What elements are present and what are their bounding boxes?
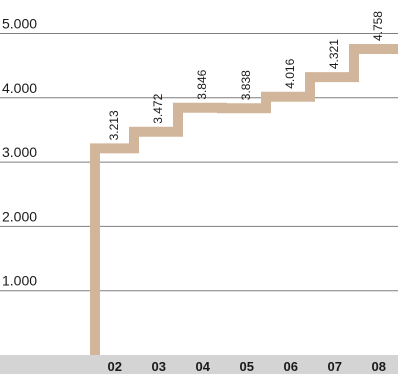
y-tick-label: 2.000	[2, 208, 37, 224]
data-label: 3.846	[195, 69, 209, 99]
data-labels: 3.213 3.472 3.846 3.838 4.016 4.321 4.758	[107, 11, 385, 141]
x-tick-label: 02	[108, 359, 122, 374]
y-tick-label: 5.000	[2, 16, 37, 32]
data-label: 3.472	[151, 93, 165, 123]
y-tick-label: 1.000	[2, 273, 37, 289]
series-step-line	[90, 44, 398, 355]
data-label: 3.838	[239, 70, 253, 100]
x-tick-label: 06	[284, 359, 298, 374]
y-tick-label: 4.000	[2, 80, 37, 96]
x-tick-label: 08	[372, 359, 386, 374]
series-layer	[90, 44, 398, 355]
gridlines	[0, 33, 398, 292]
y-tick-label: 3.000	[2, 144, 37, 160]
x-axis-tick-labels: 02 03 04 05 06 07 08	[108, 359, 386, 374]
y-axis-tick-labels: 1.000 2.000 3.000 4.000 5.000	[2, 16, 37, 289]
data-label: 4.758	[371, 11, 385, 41]
x-tick-label: 07	[328, 359, 342, 374]
data-label: 4.321	[327, 39, 341, 69]
x-tick-label: 04	[196, 359, 211, 374]
x-axis	[0, 355, 398, 374]
x-tick-label: 03	[152, 359, 166, 374]
data-label: 3.213	[107, 110, 121, 140]
x-tick-label: 05	[240, 359, 254, 374]
data-label: 4.016	[283, 58, 297, 88]
x-axis-band	[0, 355, 398, 374]
